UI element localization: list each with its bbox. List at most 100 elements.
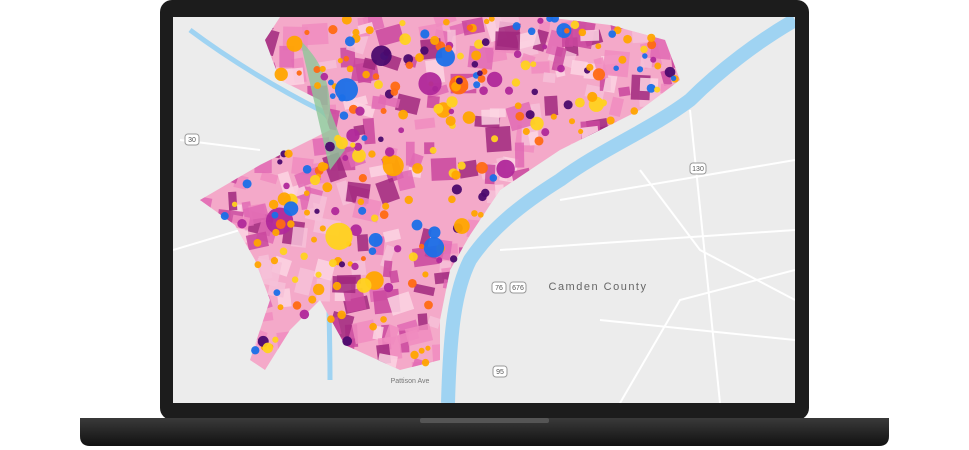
point — [360, 256, 366, 262]
point — [368, 247, 377, 256]
point — [302, 164, 312, 174]
tract — [382, 228, 402, 243]
shield-label: 95 — [496, 369, 504, 376]
point — [325, 141, 335, 152]
point — [237, 219, 247, 229]
point — [451, 184, 462, 195]
point — [520, 60, 531, 71]
point — [317, 162, 328, 172]
tract — [375, 23, 404, 47]
tract — [267, 280, 286, 298]
point — [343, 55, 350, 62]
shield-label: 30 — [188, 137, 196, 144]
point — [647, 33, 656, 42]
point — [372, 73, 380, 80]
point — [368, 150, 376, 158]
point — [308, 295, 317, 304]
point — [430, 35, 440, 45]
point — [407, 278, 417, 288]
point — [273, 289, 281, 297]
point — [428, 226, 441, 239]
tract — [258, 254, 273, 280]
point — [296, 70, 302, 76]
point — [311, 236, 317, 243]
tract — [382, 260, 393, 278]
point — [292, 301, 302, 310]
point — [630, 107, 639, 115]
point — [476, 161, 488, 174]
point — [448, 108, 455, 115]
point — [410, 350, 419, 360]
delaware-river — [441, 17, 795, 403]
shield — [492, 365, 508, 378]
point — [575, 97, 585, 108]
tract — [375, 177, 400, 205]
point — [342, 155, 349, 161]
point — [284, 149, 293, 158]
point — [371, 214, 379, 222]
point — [368, 233, 383, 247]
point — [489, 174, 498, 182]
point — [383, 49, 391, 56]
point — [504, 86, 514, 95]
point — [329, 93, 336, 99]
point — [371, 45, 392, 67]
point — [564, 28, 570, 34]
point — [623, 34, 632, 44]
park — [300, 40, 345, 170]
point — [334, 78, 359, 102]
point — [515, 111, 525, 121]
point — [313, 66, 321, 74]
point — [328, 259, 337, 268]
point — [461, 83, 469, 91]
shield — [509, 281, 527, 294]
point — [522, 127, 530, 135]
point — [337, 310, 346, 320]
point — [479, 86, 488, 95]
point — [339, 111, 349, 120]
tract — [432, 17, 457, 28]
point — [350, 142, 356, 148]
tract — [404, 323, 434, 346]
point — [314, 82, 321, 90]
point — [369, 322, 377, 331]
point — [379, 210, 389, 219]
point — [312, 283, 325, 296]
point — [595, 43, 602, 50]
point — [570, 20, 580, 30]
point — [346, 128, 360, 143]
point — [319, 65, 326, 73]
point — [350, 224, 362, 237]
point — [421, 358, 430, 367]
point — [556, 23, 572, 39]
point — [300, 252, 308, 261]
tract — [388, 270, 400, 284]
point — [418, 243, 425, 250]
point — [403, 54, 414, 64]
point — [512, 22, 521, 31]
tract — [228, 191, 238, 211]
point — [251, 346, 260, 355]
tract — [294, 166, 322, 188]
point — [304, 29, 310, 35]
point — [383, 282, 394, 293]
point — [466, 24, 474, 31]
tract — [294, 267, 315, 296]
point — [399, 33, 411, 45]
tract — [618, 86, 631, 97]
point — [398, 109, 409, 120]
point — [481, 38, 490, 46]
point — [471, 210, 478, 217]
point — [422, 271, 429, 278]
tract — [279, 45, 295, 68]
tract — [387, 291, 415, 316]
shield-label: 130 — [692, 166, 704, 173]
point — [471, 50, 482, 61]
point — [599, 99, 607, 107]
point — [352, 148, 366, 163]
point — [231, 201, 238, 207]
shield-label: 676 — [512, 285, 524, 292]
point — [586, 63, 594, 71]
point — [358, 173, 367, 183]
point — [618, 55, 627, 64]
